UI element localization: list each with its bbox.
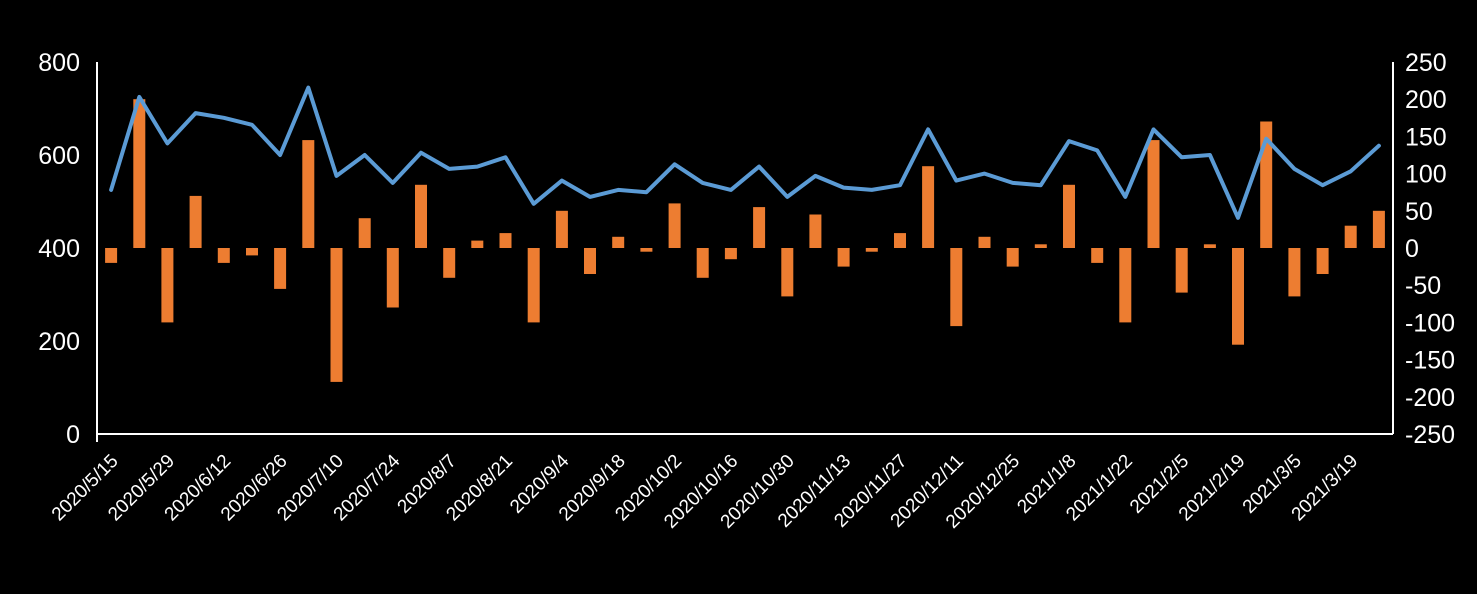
right-axis-tick-label: -50 bbox=[1405, 272, 1441, 300]
bar bbox=[837, 248, 850, 267]
right-axis-tick-label: 50 bbox=[1405, 198, 1433, 226]
right-axis-tick-label: 200 bbox=[1405, 86, 1447, 114]
bar bbox=[302, 140, 315, 248]
bar bbox=[1119, 248, 1132, 323]
bar bbox=[1288, 248, 1301, 297]
bar bbox=[189, 195, 202, 248]
bar bbox=[894, 233, 906, 248]
bar bbox=[1260, 121, 1273, 248]
bar bbox=[443, 248, 456, 278]
bar bbox=[724, 248, 737, 260]
right-axis-tick-label: 100 bbox=[1405, 161, 1447, 189]
bar bbox=[1175, 248, 1188, 293]
line-series bbox=[109, 85, 1381, 220]
bar bbox=[668, 203, 681, 248]
bar bbox=[640, 248, 653, 252]
bar bbox=[753, 207, 766, 248]
bar bbox=[274, 248, 287, 289]
bar bbox=[1006, 248, 1019, 267]
left-axis-tick-label: 0 bbox=[66, 421, 80, 449]
bar bbox=[1316, 248, 1329, 274]
bar bbox=[217, 248, 230, 263]
left-axis-tick-label: 600 bbox=[38, 142, 80, 170]
bar bbox=[1232, 248, 1244, 345]
right-axis-tick-label: -200 bbox=[1405, 384, 1455, 412]
bar bbox=[246, 248, 258, 256]
bar bbox=[555, 210, 568, 248]
bar bbox=[1063, 184, 1075, 248]
left-axis-tick-label: 400 bbox=[38, 235, 80, 263]
bar bbox=[133, 99, 146, 248]
bar bbox=[1147, 140, 1160, 248]
left-axis-tick-label: 800 bbox=[38, 49, 80, 77]
bar bbox=[865, 248, 878, 252]
bar bbox=[584, 248, 596, 274]
left-axis-tick-label: 200 bbox=[38, 328, 80, 356]
right-axis-tick-label: 0 bbox=[1405, 235, 1419, 263]
bar bbox=[358, 218, 371, 248]
right-axis-tick-label: -100 bbox=[1405, 309, 1455, 337]
bar bbox=[330, 248, 343, 382]
bar bbox=[1091, 248, 1104, 263]
bar bbox=[386, 248, 399, 308]
bar bbox=[1344, 225, 1357, 248]
bar bbox=[612, 236, 625, 248]
right-axis-tick-label: 250 bbox=[1405, 49, 1447, 77]
bar bbox=[105, 248, 118, 263]
bar bbox=[781, 248, 794, 297]
right-axis-tick-label: 150 bbox=[1405, 123, 1447, 151]
right-axis-tick-label: -250 bbox=[1405, 421, 1455, 449]
bar bbox=[1203, 244, 1216, 248]
bar bbox=[527, 248, 540, 323]
bar bbox=[696, 248, 709, 278]
bar bbox=[1034, 244, 1047, 248]
bar bbox=[809, 214, 822, 248]
bar bbox=[922, 166, 935, 248]
right-axis-tick-label: -150 bbox=[1405, 347, 1455, 375]
bar bbox=[415, 184, 427, 248]
bar bbox=[161, 248, 174, 323]
bar bbox=[471, 240, 484, 248]
bar bbox=[978, 236, 991, 248]
bar bbox=[950, 248, 963, 327]
bar bbox=[499, 233, 512, 248]
bar bbox=[1372, 210, 1385, 248]
